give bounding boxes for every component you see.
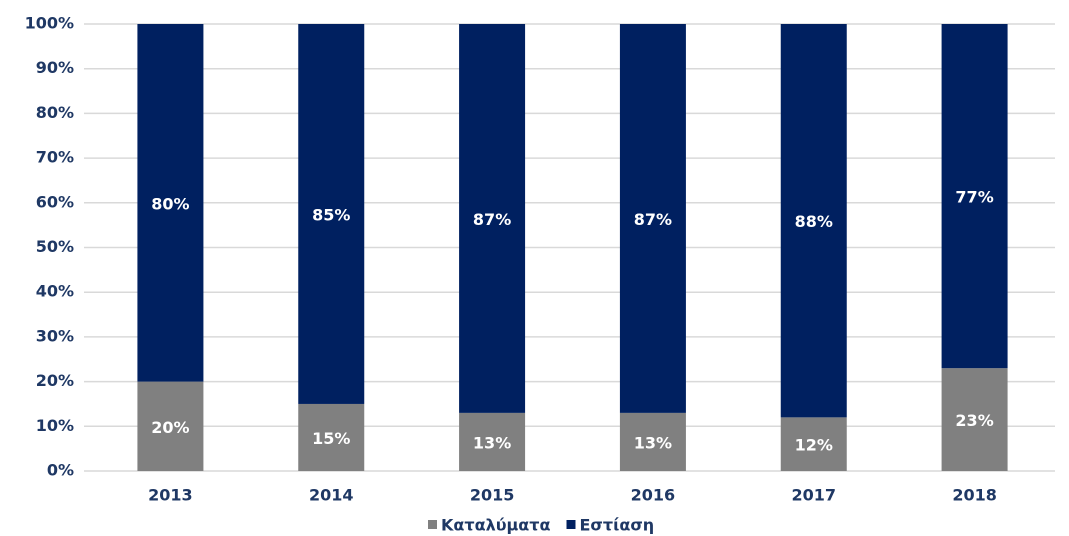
bar-segment <box>780 417 847 471</box>
data-label: 87% <box>634 210 672 229</box>
bar-segment <box>619 24 686 413</box>
bar-segment <box>137 381 204 471</box>
data-label: 77% <box>955 188 993 207</box>
y-tick-label: 100% <box>25 14 74 33</box>
y-tick-label: 60% <box>36 192 74 211</box>
x-tick-label: 2016 <box>631 486 676 505</box>
y-tick-label: 10% <box>36 416 74 435</box>
bar-segment <box>137 24 204 382</box>
y-tick-label: 80% <box>36 103 74 122</box>
bar-segment <box>780 24 847 418</box>
bar-segment <box>459 24 526 413</box>
data-label: 80% <box>151 194 189 213</box>
y-tick-label: 40% <box>36 282 74 301</box>
bar-segment <box>619 412 686 471</box>
data-label: 88% <box>795 212 833 231</box>
y-tick-label: 0% <box>47 461 74 480</box>
x-tick-label: 2017 <box>791 486 836 505</box>
legend-swatch <box>566 520 576 529</box>
bar-segment <box>298 403 365 471</box>
x-tick-label: 2013 <box>148 486 193 505</box>
y-tick-label: 50% <box>36 237 74 256</box>
y-tick-label: 20% <box>36 371 74 390</box>
bar-segment <box>941 368 1008 471</box>
x-tick-label: 2014 <box>309 486 354 505</box>
bar-segment <box>459 412 526 471</box>
data-label: 87% <box>473 210 511 229</box>
y-tick-label: 70% <box>36 148 74 167</box>
y-tick-label: 90% <box>36 58 74 77</box>
data-label: 12% <box>795 436 833 455</box>
x-tick-label: 2018 <box>952 486 997 505</box>
data-label: 85% <box>312 205 350 224</box>
data-label: 13% <box>634 433 672 452</box>
y-tick-label: 30% <box>36 326 74 345</box>
legend-swatch <box>428 520 437 529</box>
bar-segment <box>298 24 365 404</box>
legend-label: Καταλύματα <box>441 516 551 535</box>
bar-segment <box>941 24 1008 369</box>
data-label: 23% <box>955 411 993 430</box>
x-tick-label: 2015 <box>470 486 515 505</box>
data-label: 13% <box>473 433 511 452</box>
data-label: 15% <box>312 429 350 448</box>
legend-label: Εστίαση <box>580 516 655 535</box>
data-label: 20% <box>151 418 189 437</box>
